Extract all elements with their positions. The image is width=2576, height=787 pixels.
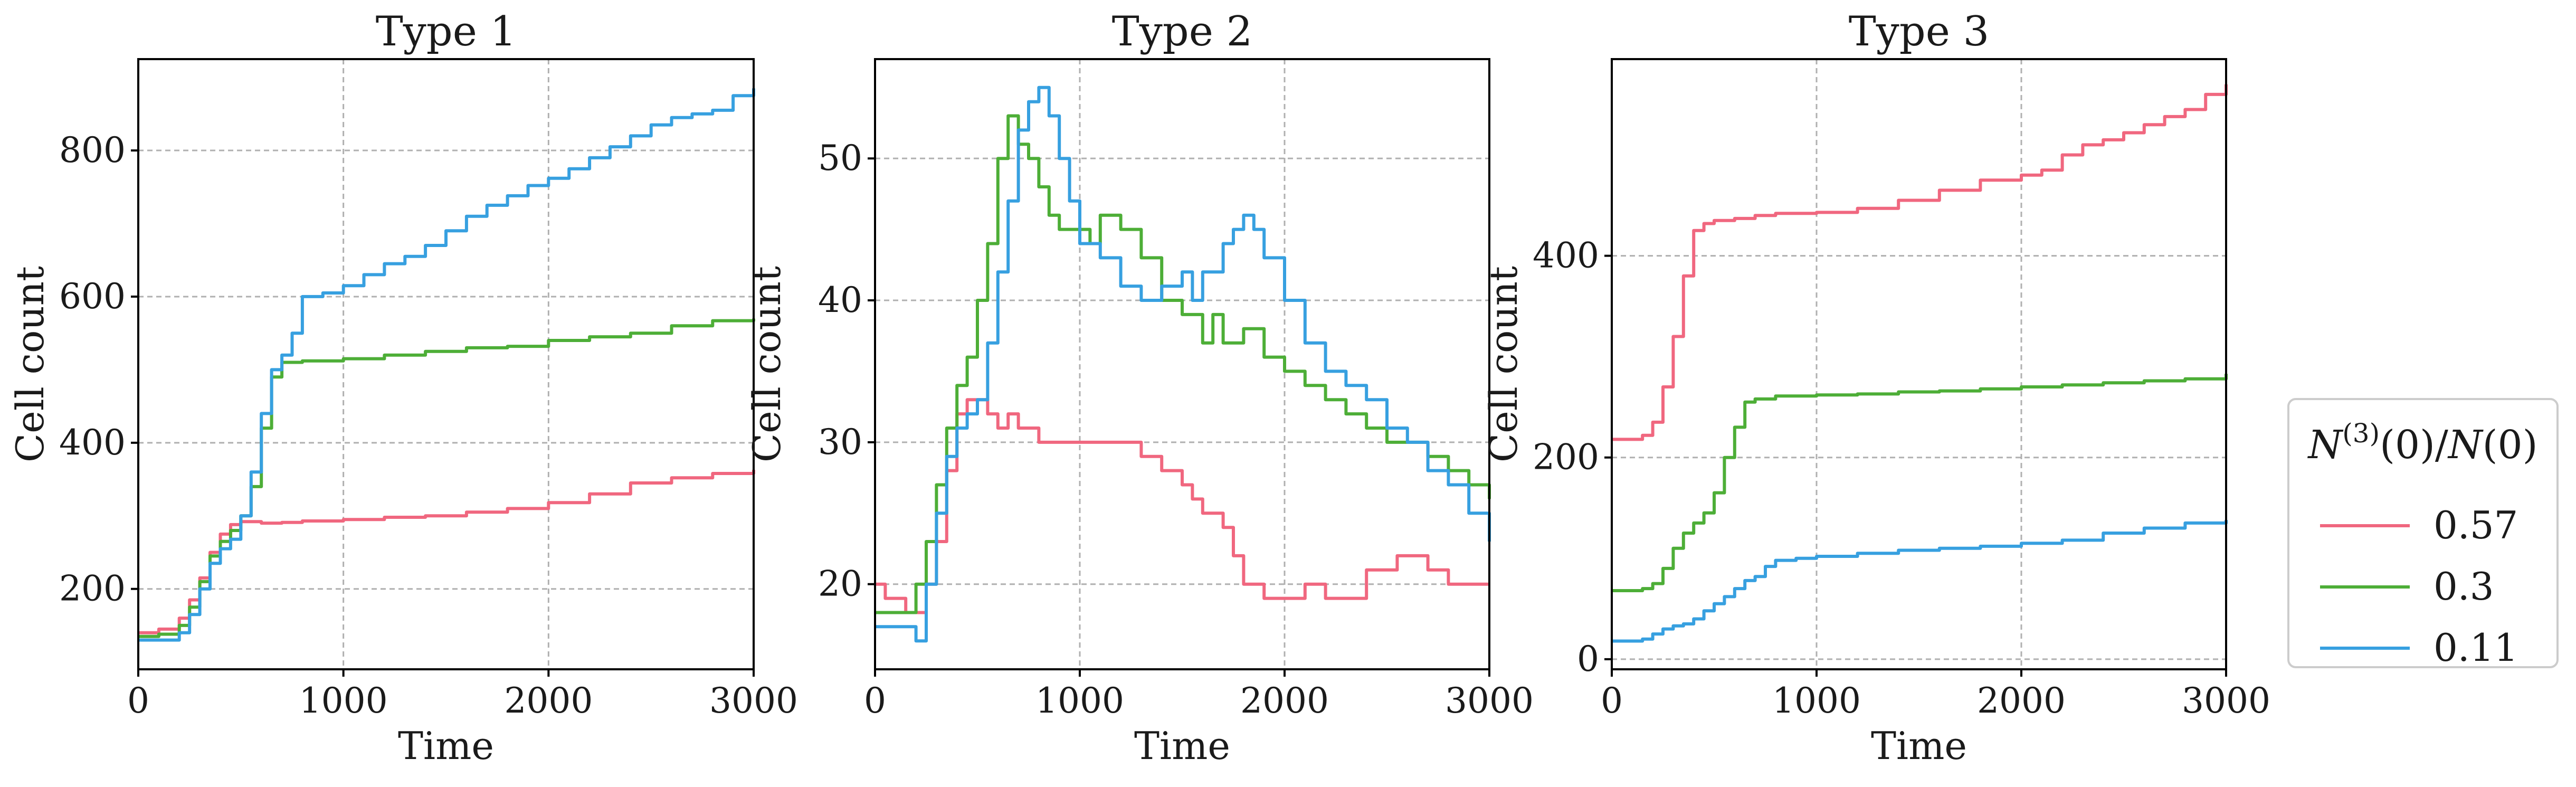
x-tick-label: 1000 bbox=[299, 680, 388, 721]
series-line-0.3 bbox=[875, 114, 1491, 614]
series-line-0.57 bbox=[875, 398, 1489, 614]
x-tick-label: 0 bbox=[127, 680, 149, 721]
y-tick-label: 0 bbox=[1577, 639, 1599, 679]
x-tick-label: 2000 bbox=[504, 680, 593, 721]
legend: N(3)(0)/N(0) 0.57 0.3 0.11 bbox=[2287, 398, 2559, 670]
x-tick-label: 0 bbox=[1601, 680, 1623, 721]
series-line-0.11 bbox=[138, 88, 755, 642]
y-tick-label: 50 bbox=[818, 138, 862, 178]
plot-frame bbox=[874, 58, 1490, 670]
legend-label: 0.57 bbox=[2434, 503, 2518, 547]
y-axis-label: Cell count bbox=[8, 266, 52, 462]
x-tick-label: 1000 bbox=[1035, 680, 1124, 721]
series-line-0.3 bbox=[1612, 374, 2228, 592]
x-tick-label: 2000 bbox=[1240, 680, 1329, 721]
series-line-0.11 bbox=[875, 86, 1491, 643]
panel-2: 0 1000 2000 3000 20 30 40 50 Type 2 Time Cell coun… bbox=[745, 8, 1534, 768]
panel-3: 0 1000 2000 3000 0 200 400 Type 3 Time Cell count bbox=[1481, 8, 2270, 768]
x-tick-label: 3000 bbox=[1445, 680, 1534, 721]
y-tick-label: 200 bbox=[1533, 437, 1599, 478]
y-tick-label: 20 bbox=[818, 564, 862, 604]
x-axis-label: Time bbox=[1134, 724, 1230, 768]
series-line-0.57 bbox=[1612, 84, 2228, 441]
legend-box bbox=[2287, 398, 2559, 668]
y-axis-label: Cell count bbox=[745, 266, 789, 462]
x-tick-label: 3000 bbox=[709, 680, 798, 721]
panel-title: Type 2 bbox=[1112, 8, 1253, 55]
series-line-0.57 bbox=[138, 470, 755, 634]
x-axis-label: Time bbox=[1871, 724, 1967, 768]
panel-title: Type 1 bbox=[376, 8, 517, 55]
y-tick-label: 400 bbox=[59, 422, 126, 463]
plot-frame bbox=[1611, 58, 2227, 670]
y-tick-label: 40 bbox=[818, 280, 862, 320]
y-axis-label: Cell count bbox=[1481, 266, 1526, 462]
y-tick-label: 800 bbox=[59, 130, 126, 170]
x-tick-label: 3000 bbox=[2182, 680, 2270, 721]
x-tick-label: 0 bbox=[864, 680, 886, 721]
y-tick-label: 200 bbox=[59, 568, 126, 609]
y-tick-label: 30 bbox=[818, 422, 862, 462]
legend-title: N(3)(0)/N(0) bbox=[2307, 418, 2538, 468]
legend-label: 0.11 bbox=[2434, 625, 2518, 670]
series-line-0.11 bbox=[1612, 520, 2228, 643]
x-axis-label: Time bbox=[398, 724, 494, 768]
legend-label: 0.3 bbox=[2434, 564, 2494, 609]
plot-frame bbox=[137, 58, 755, 670]
x-tick-label: 2000 bbox=[1977, 680, 2066, 721]
panel-title: Type 3 bbox=[1849, 8, 1990, 55]
y-tick-label: 400 bbox=[1533, 235, 1599, 276]
x-tick-label: 1000 bbox=[1772, 680, 1861, 721]
panel-1: 0 1000 2000 3000 200 400 600 800 Type 1 Time Cell … bbox=[8, 8, 798, 768]
y-tick-label: 600 bbox=[59, 276, 126, 317]
